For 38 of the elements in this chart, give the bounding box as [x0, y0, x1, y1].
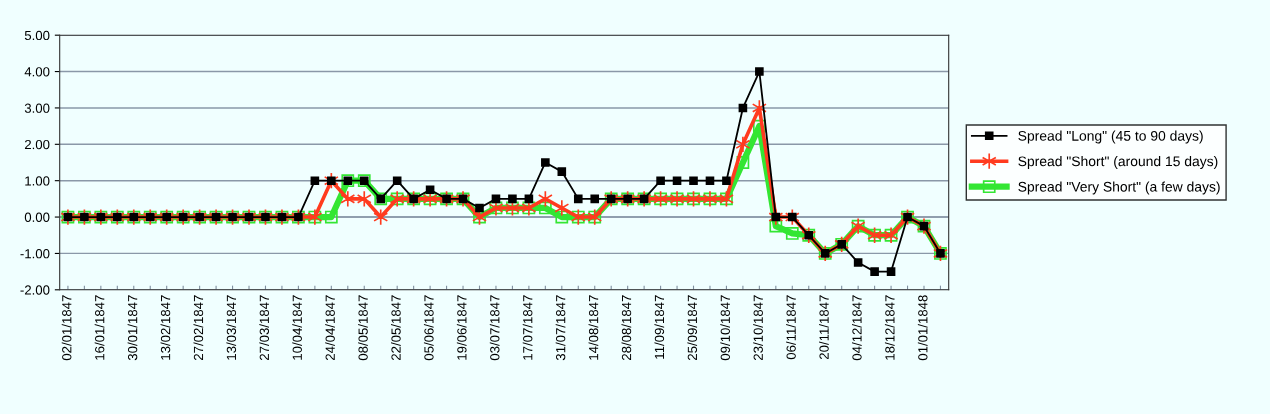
x-tick-label: 16/01/1847	[94, 295, 105, 360]
x-tick-label: 03/07/1847	[489, 295, 500, 361]
y-tick-label: 1.00	[25, 176, 50, 186]
x-tick-label: 06/11/1847	[786, 295, 796, 360]
x-tick-label: 17/07/1847	[522, 295, 533, 360]
x-tick-label: 09/10/1847	[720, 295, 730, 361]
y-tick-label: 0.00	[24, 212, 50, 222]
x-tick-label: 04/12/1847	[851, 295, 862, 361]
legend-label: Spread "Long" (45 to 90 days)	[1018, 130, 1203, 144]
x-tick-label: 24/04/1847	[325, 295, 335, 361]
x-tick-label: 30/01/1847	[127, 295, 138, 361]
x-tick-label: 14/08/1847	[588, 295, 599, 360]
x-tick-label: 05/06/1847	[423, 295, 434, 361]
y-tick-label: -1.00	[20, 248, 50, 259]
x-tick-label: 11/09/1847	[654, 295, 665, 359]
x-tick-label: 01/01/1848	[917, 295, 928, 361]
legend-label: Spread "Short" (around 15 days)	[1018, 156, 1218, 169]
x-tick-label: 20/11/1847	[819, 295, 829, 360]
y-tick-label: 5.00	[24, 30, 50, 41]
x-tick-label: 31/07/1847	[555, 295, 566, 361]
x-tick-label: 10/04/1847	[292, 295, 302, 360]
x-tick-label: 22/05/1847	[391, 295, 401, 361]
x-tick-label: 28/08/1847	[621, 295, 632, 361]
x-tick-label: 02/01/1847	[61, 295, 72, 361]
x-tick-label: 25/09/1847	[687, 295, 698, 361]
y-tick-label: 4.00	[24, 67, 50, 77]
x-tick-label: 19/06/1847	[456, 295, 467, 360]
x-tick-label: 13/03/1847	[226, 295, 237, 360]
x-tick-label: 18/12/1847	[884, 295, 895, 360]
y-tick-label: 3.00	[24, 103, 50, 113]
x-tick-label: 27/02/1847	[193, 295, 204, 361]
x-tick-label: 27/03/1847	[259, 295, 270, 361]
x-tick-label: 23/10/1847	[753, 295, 763, 361]
y-tick-label: -2.00	[20, 285, 50, 295]
legend-label: Spread "Very Short" (a few days)	[1018, 181, 1220, 195]
y-tick-label: 2.00	[24, 139, 50, 150]
x-tick-label: 08/05/1847	[358, 295, 368, 361]
x-tick-label: 13/02/1847	[160, 295, 171, 360]
